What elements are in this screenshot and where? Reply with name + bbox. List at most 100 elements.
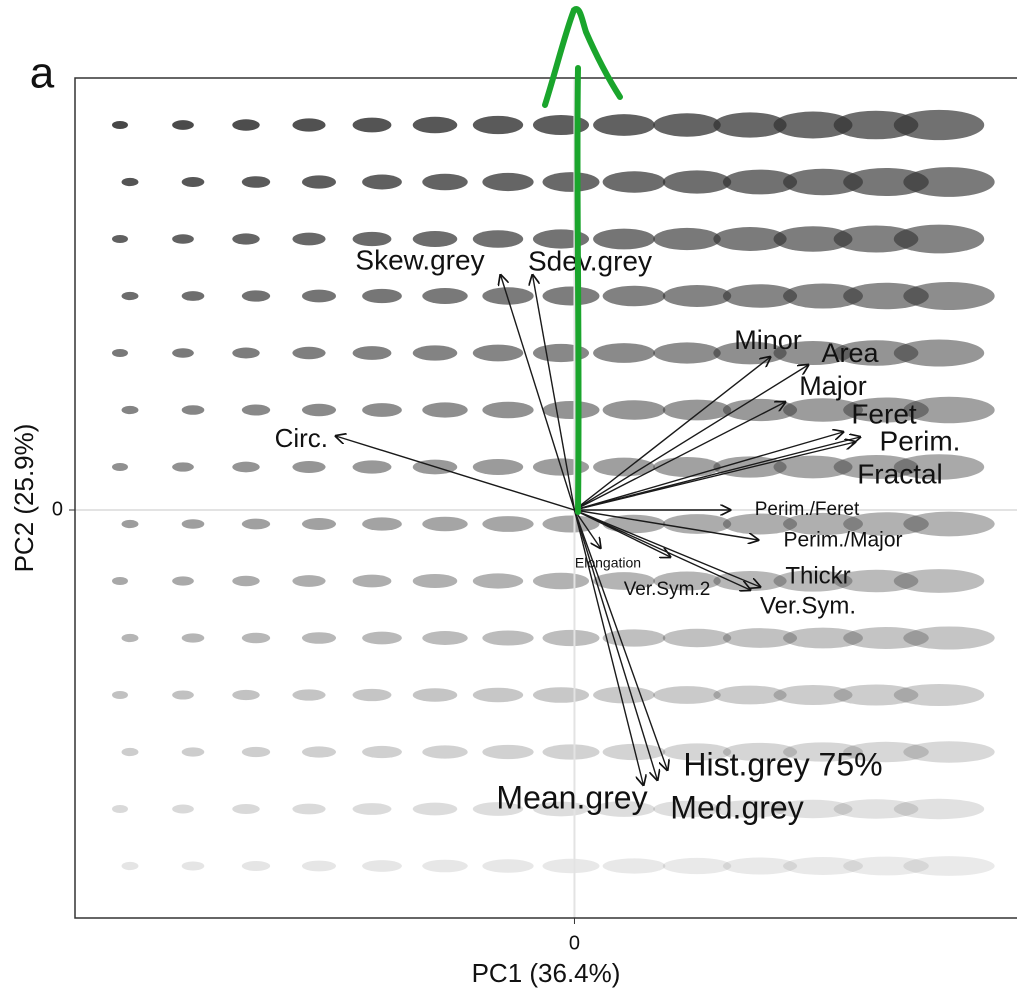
specimen-image (903, 167, 995, 197)
loading-arrow (574, 509, 750, 590)
specimen-image (843, 512, 929, 536)
specimen-image (112, 805, 128, 813)
specimen-image (593, 228, 655, 250)
specimen-image (301, 175, 337, 189)
specimen-image (232, 461, 260, 473)
specimen-image (422, 288, 468, 304)
specimen-image (903, 741, 995, 763)
specimen-image (422, 745, 468, 759)
specimen-image (412, 345, 458, 361)
specimen-image (833, 569, 919, 593)
specimen-image (893, 109, 985, 141)
specimen-image (662, 170, 732, 194)
specimen-image (783, 627, 863, 649)
specimen-image (833, 110, 919, 140)
specimen-image (893, 339, 985, 367)
x-axis-label: PC1 (36.4%) (472, 958, 621, 988)
specimen-image (362, 174, 402, 190)
loading-arrow (574, 357, 770, 511)
specimen-image (241, 176, 271, 188)
specimen-image (241, 632, 271, 644)
specimen-image (472, 115, 524, 135)
specimen-image (593, 572, 655, 590)
specimen-image (121, 747, 139, 757)
specimen-image (532, 572, 590, 590)
specimen-image (783, 742, 863, 762)
specimen-image (181, 747, 205, 757)
specimen-image (352, 346, 392, 360)
specimen-image (593, 114, 655, 136)
loading-label: Minor (734, 325, 802, 355)
loading-label: Mean.grey (496, 779, 647, 815)
specimen-image (172, 690, 194, 700)
specimen-image (542, 400, 600, 420)
loading-arrow (574, 509, 760, 587)
specimen-image (662, 514, 732, 534)
specimen-image (893, 683, 985, 707)
specimen-image (121, 405, 139, 415)
specimen-image (412, 116, 458, 134)
specimen-image (843, 627, 929, 649)
specimen-image (593, 686, 655, 704)
specimen-image (422, 631, 468, 645)
specimen-image (542, 629, 600, 647)
specimen-image (903, 856, 995, 876)
specimen-image (653, 800, 721, 818)
specimen-image (713, 112, 787, 138)
specimen-image (542, 515, 600, 533)
annotation-arrow (542, 6, 623, 515)
specimen-image (843, 282, 929, 310)
specimen-image (773, 226, 853, 252)
specimen-image (482, 516, 534, 532)
specimen-image (593, 457, 655, 477)
loading-arrow (574, 365, 808, 511)
specimen-image (112, 577, 128, 585)
specimen-image (472, 573, 524, 589)
loading-arrow (336, 436, 575, 511)
loading-label: Elongation (575, 555, 641, 571)
specimen-image (833, 225, 919, 253)
specimen-image (662, 743, 732, 761)
specimen-image (653, 686, 721, 704)
specimen-image (121, 633, 139, 643)
specimen-image (722, 513, 798, 535)
specimen-image (301, 632, 337, 644)
loading-arrow (501, 275, 576, 511)
specimen-image (833, 684, 919, 706)
specimen-image (121, 519, 139, 529)
loading-label: Fractal (857, 458, 943, 489)
specimen-image (783, 398, 863, 422)
specimen-image (422, 173, 468, 191)
loading-label: Skew.grey (355, 244, 484, 275)
specimen-image (903, 281, 995, 311)
specimen-image (542, 744, 600, 760)
specimen-image (833, 799, 919, 819)
specimen-image (121, 861, 139, 871)
specimen-image (292, 689, 326, 701)
specimen-image (301, 517, 337, 531)
specimen-image (542, 286, 600, 306)
specimen-image (482, 744, 534, 760)
specimen-image (301, 746, 337, 758)
loading-arrow (574, 509, 758, 540)
specimen-image (713, 800, 787, 818)
specimen-image (112, 691, 128, 699)
specimen-image (241, 404, 271, 416)
specimen-image (602, 858, 666, 874)
specimen-image (422, 402, 468, 418)
specimen-image (352, 460, 392, 474)
specimen-image (422, 516, 468, 532)
specimen-image (843, 741, 929, 763)
loading-label: Perim. (880, 425, 961, 456)
specimen-image (241, 290, 271, 302)
specimen-image (362, 860, 402, 872)
specimen-image (662, 857, 732, 875)
specimen-image (593, 801, 655, 817)
loading-label: Feret (851, 398, 917, 429)
specimen-image (833, 340, 919, 366)
specimen-image (602, 285, 666, 307)
specimen-image (893, 224, 985, 254)
specimen-image (172, 576, 194, 586)
specimen-image (301, 860, 337, 872)
specimen-image (292, 118, 326, 132)
